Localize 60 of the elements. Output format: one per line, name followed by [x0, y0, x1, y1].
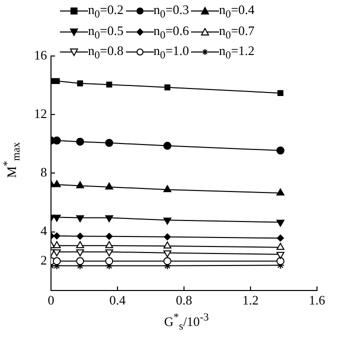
point: [105, 241, 114, 248]
point: [164, 84, 170, 90]
point: [276, 188, 284, 196]
point: [76, 232, 84, 240]
legend-label: n$_{0}$=0.2: [88, 2, 124, 21]
legend-label: n$_{0}$=0.3: [154, 2, 190, 21]
point: [106, 232, 113, 240]
point: [105, 182, 114, 190]
point: [76, 249, 84, 256]
x-tick-label: 0.8: [176, 292, 192, 308]
point: [163, 242, 172, 249]
x-tick-label: 0.4: [109, 292, 126, 308]
point: [276, 242, 284, 250]
point: [276, 252, 284, 259]
point: [52, 249, 61, 256]
point: [52, 241, 61, 248]
point: [163, 218, 172, 225]
y-tick-label: 4: [40, 223, 48, 238]
x-tick-label: 1.6: [308, 292, 326, 308]
point: [52, 136, 61, 145]
legend-label: n$_{0}$=0.8: [88, 43, 124, 62]
point: [77, 80, 84, 86]
point: [105, 138, 114, 147]
legend-label: n$_{0}$=0.6: [154, 22, 190, 42]
legend-label: n$_{0}$=0.7: [219, 22, 255, 42]
legend-label: n$_{0}$=0.5: [88, 22, 124, 42]
legend-label: n$_{0}$=1.0: [154, 43, 190, 62]
y-tick-label: 8: [40, 164, 47, 180]
legend-label: n$_{0}$=0.4: [219, 2, 255, 21]
point: [105, 257, 114, 266]
point: [76, 181, 84, 188]
point: [76, 138, 84, 146]
point: [163, 257, 172, 266]
point: [105, 249, 114, 256]
point: [276, 146, 284, 154]
point: [54, 78, 60, 84]
point: [164, 233, 171, 240]
y-tick-label: 2: [40, 252, 47, 268]
point: [76, 257, 84, 266]
x-tick-label: 1.2: [242, 292, 259, 308]
point: [76, 215, 84, 222]
point: [53, 232, 60, 240]
point: [76, 241, 84, 248]
point: [163, 142, 172, 150]
point: [52, 214, 61, 222]
x-tick-label: 0: [48, 292, 54, 308]
point: [163, 250, 172, 258]
legend-label: n$_{0}$=1.2: [219, 43, 255, 62]
point: [52, 257, 61, 266]
x-axis-title: G$^{*}$$_{s}$/10$^{-3}$: [164, 312, 209, 333]
point: [276, 220, 284, 227]
point: [276, 257, 284, 266]
point: [277, 90, 284, 96]
point: [276, 234, 284, 242]
y-tick-label: 16: [34, 47, 48, 62]
point: [52, 180, 61, 188]
point: [163, 185, 172, 192]
point: [105, 215, 114, 222]
point: [106, 82, 112, 88]
y-tick-label: 12: [34, 106, 47, 122]
